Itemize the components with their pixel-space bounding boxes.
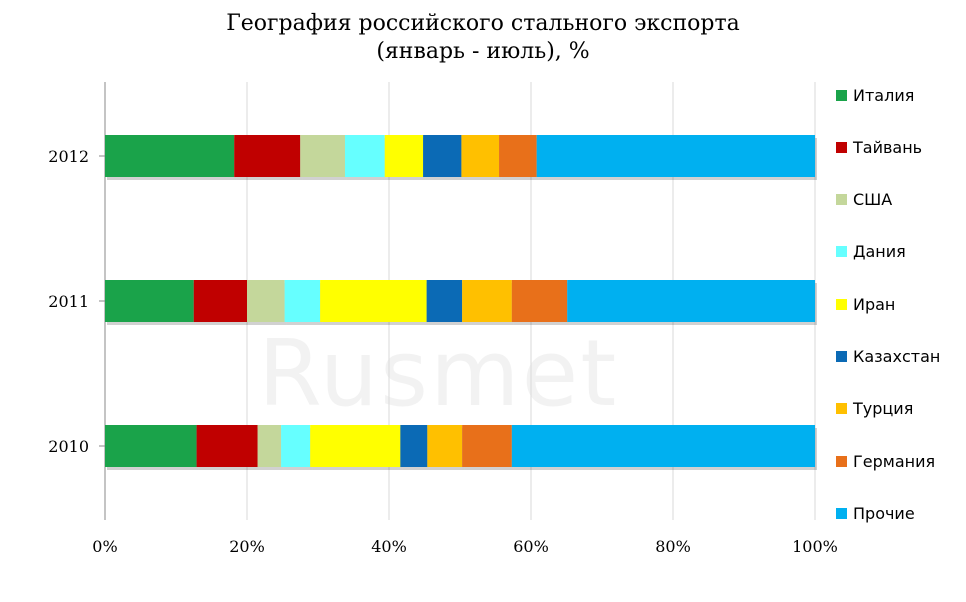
x-tick-label: 60% (513, 537, 549, 556)
x-tick-label: 20% (229, 537, 265, 556)
bar-segment-Турция (427, 425, 463, 467)
legend-swatch (836, 298, 847, 310)
bar-segment-Тайвань (234, 135, 301, 177)
bar-segment-Прочие (567, 280, 815, 322)
category-label: 2010 (48, 437, 89, 456)
legend-item: Иран (836, 294, 895, 314)
legend-label: Дания (853, 242, 906, 262)
legend-item: Турция (836, 399, 913, 419)
category-label: 2011 (48, 292, 89, 311)
legend-label: Италия (853, 85, 915, 105)
legend-item: США (836, 190, 892, 210)
bar-segment-Дания (344, 135, 385, 177)
bar-segment-Италия (105, 425, 197, 467)
bar-segment-Италия (105, 280, 194, 322)
bar-segment-США (257, 425, 282, 467)
legend-item: Германия (836, 451, 935, 471)
x-tick-label: 100% (792, 537, 838, 556)
legend-swatch (836, 455, 847, 467)
bar-segment-Германия (462, 425, 512, 467)
legend-label: США (853, 190, 893, 210)
legend-swatch (836, 351, 847, 362)
legend-swatch (836, 89, 847, 101)
bar-segment-Турция (462, 280, 512, 322)
x-tick-label: 40% (371, 537, 407, 556)
legend-swatch (836, 194, 847, 206)
chart-subtitle: (январь - июль), % (376, 39, 590, 64)
legend-item: Прочие (836, 503, 915, 523)
watermark: Rusmet (258, 320, 619, 427)
bar-segment-США (247, 280, 285, 322)
legend-label: Тайвань (853, 137, 923, 157)
bar-segment-Германия (511, 280, 568, 322)
legend-item: Италия (836, 85, 914, 105)
legend-label: Казахстан (853, 347, 941, 366)
bar-segment-Прочие (511, 425, 815, 467)
bar-segment-Тайвань (196, 425, 258, 467)
legend-label: Турция (853, 399, 914, 419)
bar-segment-Дания (281, 425, 311, 467)
legend-swatch (836, 141, 847, 153)
bar-segment-Казахстан (426, 280, 463, 322)
legend-item: Дания (836, 242, 906, 262)
bar-segment-Дания (284, 280, 321, 322)
legend-item: Тайвань (836, 137, 922, 157)
bar-segment-Казахстан (400, 425, 428, 467)
bar-segment-Иран (384, 135, 424, 177)
bar-segment-Казахстан (423, 135, 462, 177)
legend-item: Казахстан (836, 347, 940, 367)
bar-segment-Турция (461, 135, 500, 177)
bar-segment-Италия (105, 135, 235, 177)
legend-label: Германия (853, 451, 936, 471)
x-tick-label: 0% (92, 537, 117, 556)
legend-swatch (836, 507, 847, 519)
legend-swatch (836, 246, 847, 258)
bar-segment-США (300, 135, 345, 177)
bar-segment-Иран (320, 280, 427, 322)
chart-title: География российского стального экспорта… (0, 10, 966, 66)
legend-label: Иран (853, 294, 896, 314)
bar-segment-Тайвань (193, 280, 247, 322)
chart-title-line: География российского стального экспорта (226, 11, 740, 36)
bar-segment-Иран (310, 425, 401, 467)
bar-segment-Германия (499, 135, 537, 177)
category-label: 2012 (48, 147, 89, 166)
bar-segment-Прочие (536, 135, 815, 177)
legend-label: Прочие (853, 503, 915, 523)
x-tick-label: 80% (655, 537, 691, 556)
legend-swatch (836, 403, 847, 415)
